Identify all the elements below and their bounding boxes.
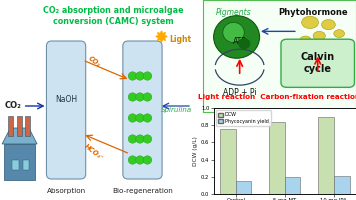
Circle shape [300,36,311,45]
Bar [318,117,334,194]
Bar [4,144,35,180]
Circle shape [143,135,152,143]
Circle shape [143,93,152,101]
FancyBboxPatch shape [46,41,86,179]
Text: CO₂: CO₂ [87,56,101,68]
Text: Spirulina: Spirulina [161,107,192,113]
Circle shape [136,72,144,80]
Text: Bio-regeneration: Bio-regeneration [112,188,173,194]
Bar [269,122,285,194]
Ellipse shape [214,16,260,58]
Ellipse shape [223,22,244,43]
Text: Light: Light [169,36,192,45]
Circle shape [128,135,137,143]
Text: CO₂: CO₂ [4,102,21,110]
Text: NaOH: NaOH [55,96,77,104]
Circle shape [136,114,144,122]
Ellipse shape [238,38,250,49]
Circle shape [143,72,152,80]
Bar [16,116,22,136]
Circle shape [128,93,137,101]
Text: Phytohormone: Phytohormone [278,8,348,17]
Circle shape [313,31,325,40]
Text: Light reaction  Carbon-fixation reaction: Light reaction Carbon-fixation reaction [198,94,356,100]
Text: HCO₃⁻: HCO₃⁻ [83,143,105,161]
Circle shape [128,114,137,122]
Circle shape [136,156,144,164]
Circle shape [143,156,152,164]
Circle shape [302,16,319,29]
Circle shape [128,156,137,164]
Circle shape [325,40,338,50]
Bar [285,177,300,194]
Bar [23,160,29,170]
Bar [25,116,30,136]
Text: ADP + Pi: ADP + Pi [223,88,256,97]
Circle shape [128,72,137,80]
FancyBboxPatch shape [281,39,355,87]
Text: CO₂ absorption and microalgae
conversion (CAMC) system: CO₂ absorption and microalgae conversion… [43,6,184,26]
Text: Absorption: Absorption [47,188,86,194]
Circle shape [136,135,144,143]
Bar [334,176,350,194]
Circle shape [321,20,335,30]
Bar [236,181,251,194]
Text: Pigments: Pigments [216,8,251,17]
Circle shape [136,93,144,101]
Bar [220,129,236,194]
Legend: DCW, Phycocyanin yield: DCW, Phycocyanin yield [216,110,271,126]
Bar [8,116,14,136]
Polygon shape [2,128,37,144]
Circle shape [143,114,152,122]
Circle shape [334,30,345,38]
Y-axis label: DCW (g/L): DCW (g/L) [193,136,198,166]
Text: Calvin
cycle: Calvin cycle [301,52,335,74]
FancyBboxPatch shape [123,41,162,179]
Text: ATP: ATP [233,37,247,46]
Bar [12,160,19,170]
